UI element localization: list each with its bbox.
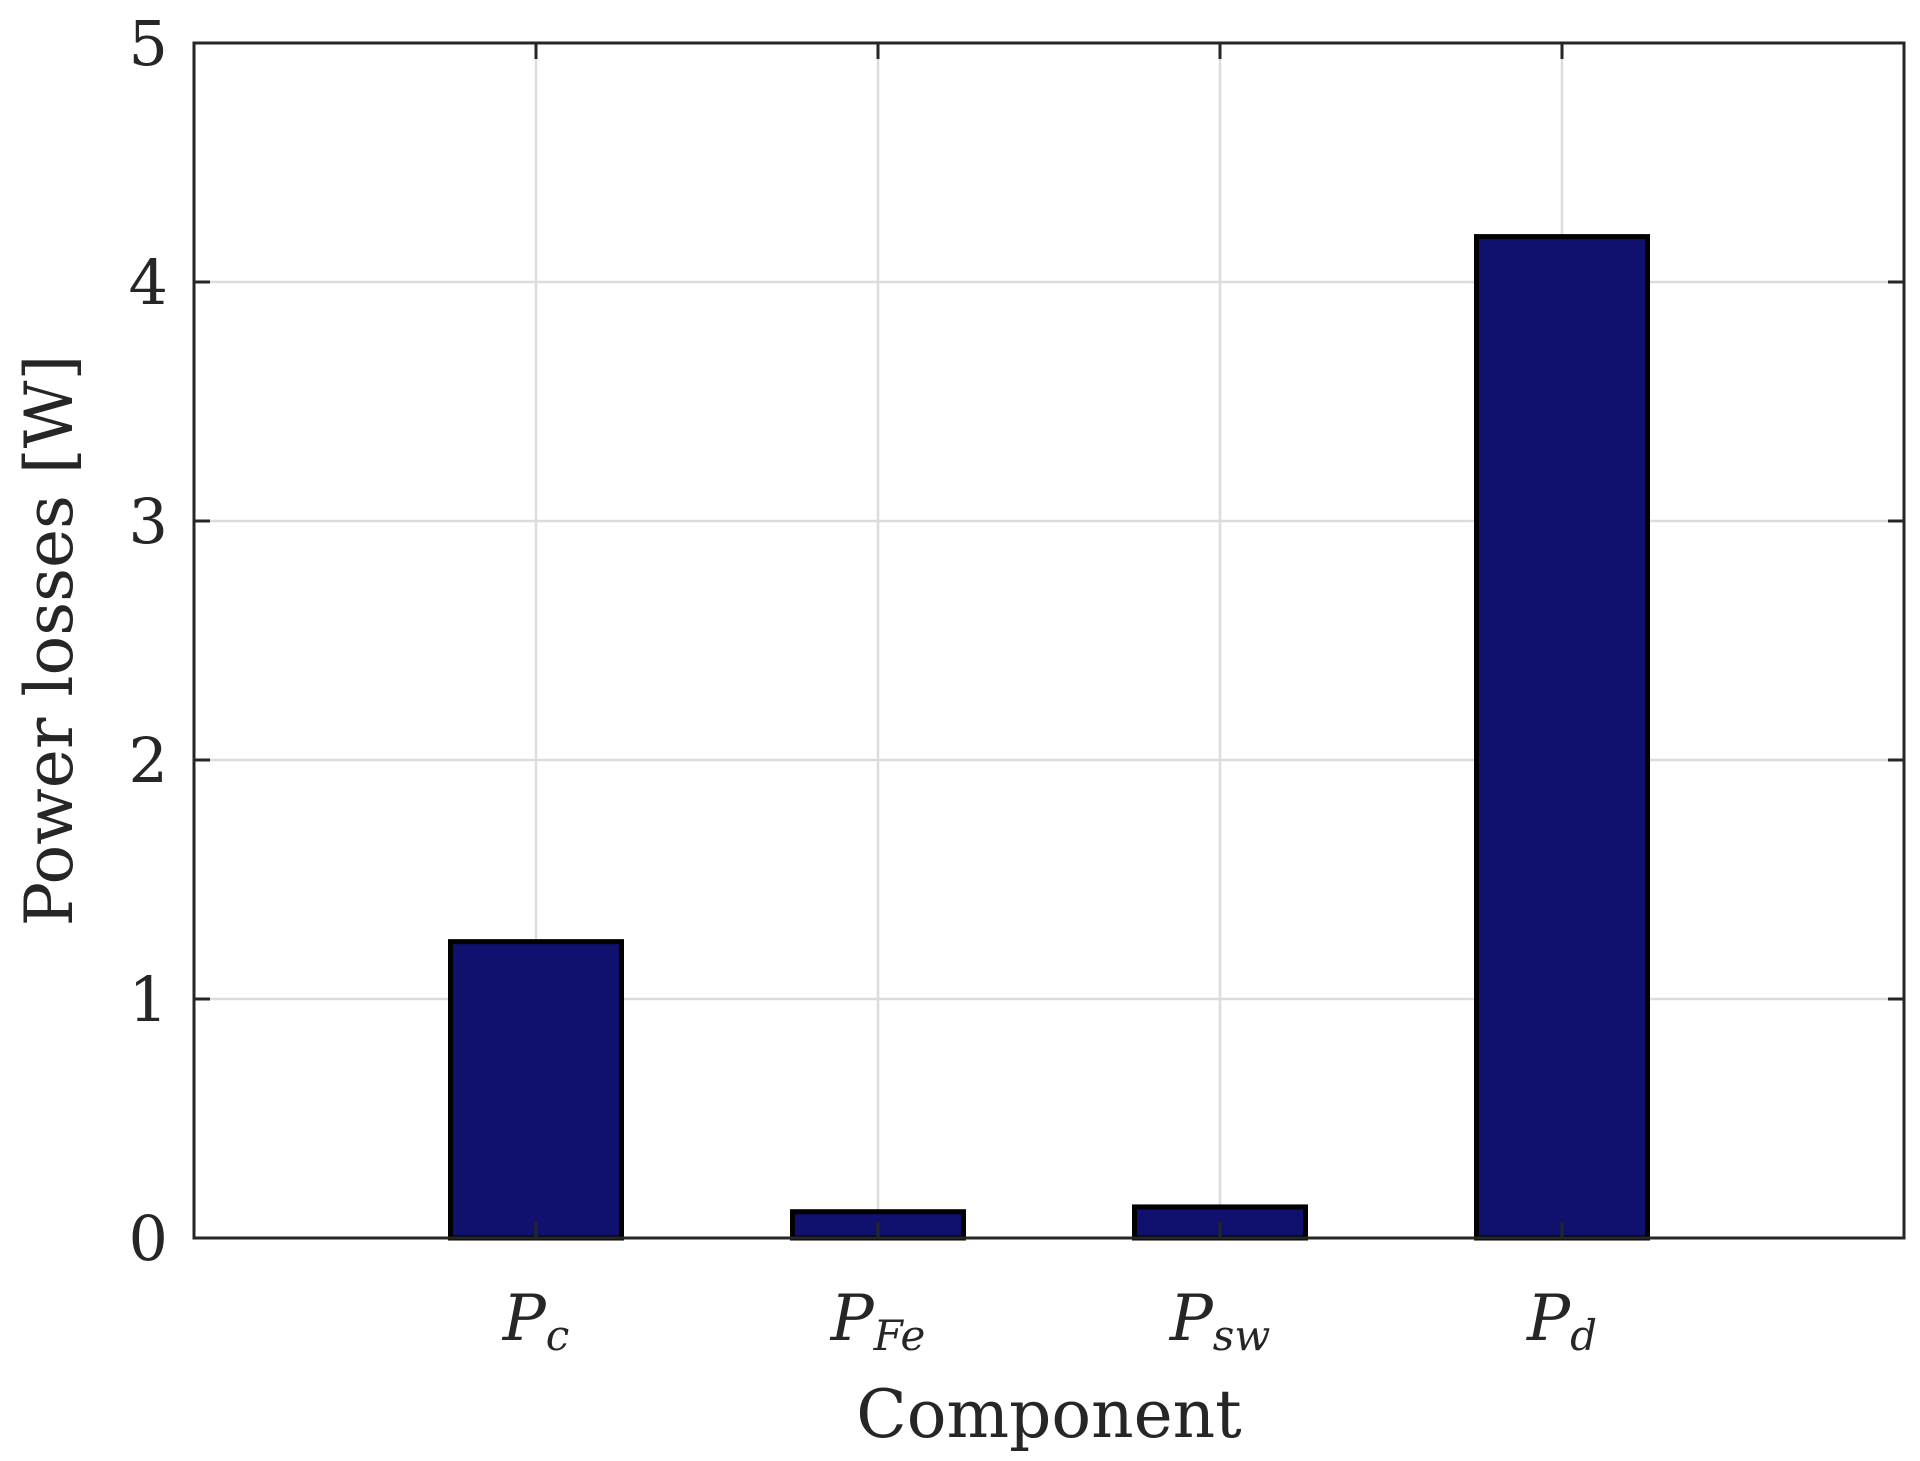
bar-0 (448, 939, 624, 1241)
y-axis-title: Power losses [W] (11, 355, 88, 926)
plot-frame (192, 41, 1906, 1240)
x-tick-label-main: P (502, 1282, 547, 1356)
x-tick-label: Pc (502, 1282, 570, 1360)
bars (448, 234, 1650, 1241)
x-tick-label: Psw (1169, 1282, 1271, 1360)
x-tick-label-main: P (1526, 1282, 1571, 1356)
x-tick-label: Pd (1526, 1282, 1597, 1360)
y-tick-label: 4 (129, 246, 168, 319)
y-tick-label: 3 (129, 485, 168, 558)
x-tick-label-main: P (1169, 1282, 1214, 1356)
y-tick-label: 0 (129, 1202, 168, 1275)
y-tick-label: 2 (129, 724, 168, 797)
x-tick-label: PFe (830, 1282, 926, 1360)
x-tick-label-sub: c (546, 1311, 570, 1360)
x-tick-labels: Pc PFe Psw Pd (502, 1282, 1597, 1360)
y-tick-labels: 0 1 2 3 4 5 (129, 7, 168, 1275)
x-tick-label-sub: d (1570, 1311, 1597, 1360)
tick-marks (194, 41, 1904, 1240)
y-tick-label: 5 (129, 7, 168, 80)
x-tick-label-main: P (830, 1282, 875, 1356)
x-axis-title: Component (856, 1376, 1241, 1453)
x-tick-label-sub: sw (1213, 1311, 1271, 1360)
bar-3 (1474, 234, 1650, 1241)
y-tick-label: 1 (129, 963, 168, 1036)
x-tick-label-sub: Fe (873, 1311, 926, 1360)
